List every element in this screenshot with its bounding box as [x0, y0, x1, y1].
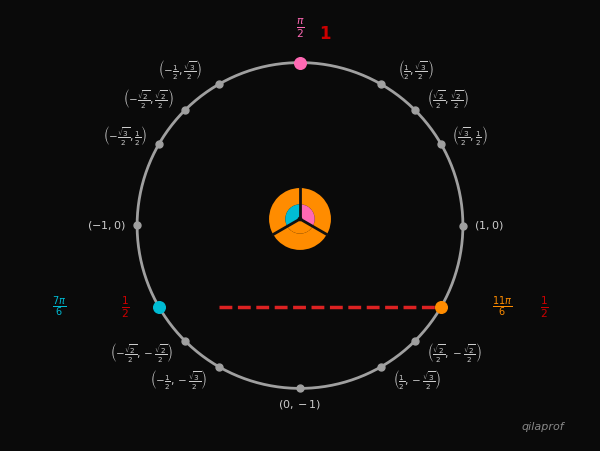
Wedge shape	[269, 188, 331, 250]
Point	[180, 107, 190, 114]
Text: qilaprof: qilaprof	[521, 423, 564, 433]
Text: $(1,0)$: $(1,0)$	[475, 219, 504, 232]
Point	[154, 304, 164, 311]
Point	[377, 81, 386, 88]
Point	[154, 140, 164, 147]
Wedge shape	[286, 204, 300, 226]
Point	[132, 222, 142, 229]
Text: $\left(\frac{\sqrt{2}}{2},-\frac{\sqrt{2}}{2}\right)$: $\left(\frac{\sqrt{2}}{2},-\frac{\sqrt{2…	[427, 341, 481, 364]
Point	[410, 337, 420, 344]
Point	[436, 304, 446, 311]
Point	[154, 304, 164, 311]
Point	[214, 363, 223, 370]
Point	[377, 363, 386, 370]
Circle shape	[298, 217, 302, 221]
Text: $\frac{\pi}{2}$: $\frac{\pi}{2}$	[296, 16, 304, 40]
Text: $(0,-1)$: $(0,-1)$	[278, 398, 322, 411]
Text: $\frac{1}{2}$: $\frac{1}{2}$	[121, 294, 130, 320]
Text: $(-1,0)$: $(-1,0)$	[87, 219, 125, 232]
Point	[436, 140, 446, 147]
Text: $\left(-\frac{\sqrt{2}}{2},-\frac{\sqrt{2}}{2}\right)$: $\left(-\frac{\sqrt{2}}{2},-\frac{\sqrt{…	[110, 341, 173, 364]
Text: 1: 1	[320, 25, 331, 43]
Point	[180, 337, 190, 344]
Wedge shape	[300, 204, 314, 226]
Text: $\left(\frac{\sqrt{3}}{2},\frac{1}{2}\right)$: $\left(\frac{\sqrt{3}}{2},\frac{1}{2}\ri…	[452, 124, 488, 147]
Point	[295, 385, 305, 392]
Point	[295, 59, 305, 66]
Text: $\frac{7\pi}{6}$: $\frac{7\pi}{6}$	[52, 295, 66, 319]
Text: $\left(-\frac{1}{2},-\frac{\sqrt{3}}{2}\right)$: $\left(-\frac{1}{2},-\frac{\sqrt{3}}{2}\…	[150, 368, 207, 391]
Text: $\left(-\frac{\sqrt{3}}{2},\frac{1}{2}\right)$: $\left(-\frac{\sqrt{3}}{2},\frac{1}{2}\r…	[103, 124, 148, 147]
Text: $\frac{11\pi}{6}$: $\frac{11\pi}{6}$	[492, 295, 512, 319]
Text: $\frac{1}{2}$: $\frac{1}{2}$	[540, 294, 549, 320]
Text: $\left(\frac{1}{2},-\frac{\sqrt{3}}{2}\right)$: $\left(\frac{1}{2},-\frac{\sqrt{3}}{2}\r…	[393, 368, 442, 391]
Point	[295, 59, 305, 66]
Wedge shape	[287, 219, 313, 234]
Text: $\left(-\frac{1}{2},\frac{\sqrt{3}}{2}\right)$: $\left(-\frac{1}{2},\frac{\sqrt{3}}{2}\r…	[158, 58, 202, 81]
Point	[458, 222, 468, 229]
Point	[436, 304, 446, 311]
Text: $\left(\frac{\sqrt{2}}{2},\frac{\sqrt{2}}{2}\right)$: $\left(\frac{\sqrt{2}}{2},\frac{\sqrt{2}…	[427, 87, 469, 110]
Point	[410, 107, 420, 114]
Text: $\left(-\frac{\sqrt{2}}{2},\frac{\sqrt{2}}{2}\right)$: $\left(-\frac{\sqrt{2}}{2},\frac{\sqrt{2…	[122, 87, 173, 110]
Point	[214, 81, 223, 88]
Text: $\left(\frac{1}{2},\frac{\sqrt{3}}{2}\right)$: $\left(\frac{1}{2},\frac{\sqrt{3}}{2}\ri…	[398, 58, 433, 81]
